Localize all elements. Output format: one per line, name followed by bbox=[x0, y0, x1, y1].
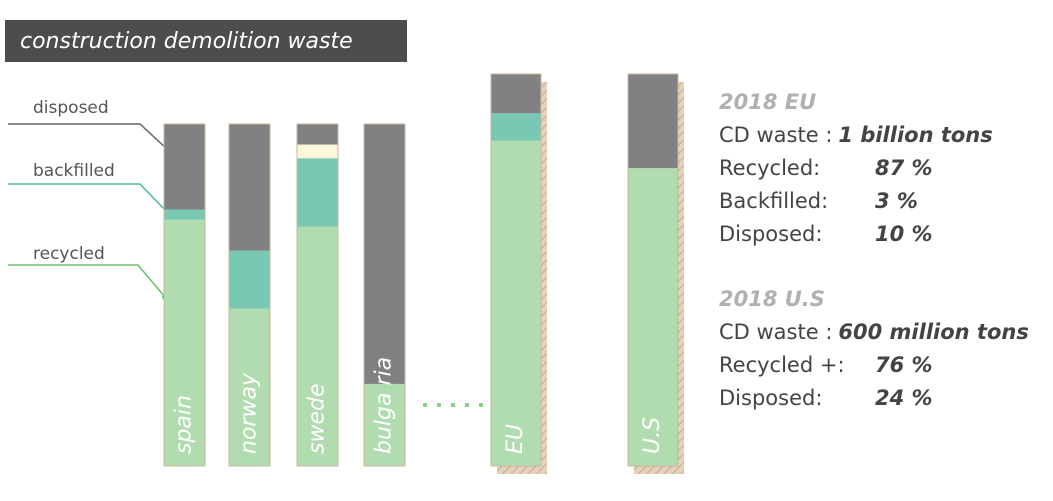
panel-value: 600 million tons bbox=[838, 320, 1028, 344]
bar-segment bbox=[297, 158, 338, 227]
legend-line bbox=[8, 183, 169, 214]
bar-outline bbox=[490, 73, 542, 467]
bar-segment bbox=[229, 308, 270, 466]
bar-label: norway bbox=[237, 372, 262, 454]
bar-segment bbox=[491, 113, 541, 141]
bar-outline bbox=[228, 123, 271, 467]
panel-label: Backfilled: bbox=[719, 189, 828, 213]
bar-segment bbox=[491, 140, 541, 466]
bar-segment bbox=[628, 168, 678, 466]
panel-title: 2018 EU bbox=[719, 90, 816, 114]
bar-segment bbox=[364, 383, 405, 466]
bar-outline bbox=[363, 123, 406, 467]
bar-segment bbox=[297, 226, 338, 466]
legend-label: recycled bbox=[33, 244, 105, 264]
title: construction demolition waste bbox=[20, 29, 353, 54]
panel-title: 2018 U.S bbox=[719, 287, 825, 311]
legend-line bbox=[8, 264, 166, 298]
panel-label: CD waste : bbox=[719, 123, 832, 147]
bar-segment bbox=[628, 74, 678, 169]
bar-segment bbox=[164, 209, 205, 220]
bar-label: bulga ria bbox=[372, 357, 397, 454]
bar-outline bbox=[296, 123, 339, 467]
panel-label: Disposed: bbox=[719, 222, 822, 246]
legend-label: backfilled bbox=[33, 161, 115, 181]
bar-outline bbox=[627, 73, 679, 467]
panel-value: 24 % bbox=[875, 386, 933, 410]
bar-segment bbox=[297, 144, 338, 159]
panel-value: 3 % bbox=[875, 189, 918, 213]
bar-segment bbox=[229, 124, 270, 251]
bar-segment bbox=[229, 250, 270, 309]
bar-segment bbox=[297, 124, 338, 145]
bar-segment bbox=[164, 219, 205, 466]
panel-label: CD waste : bbox=[719, 320, 832, 344]
legend-label: disposed bbox=[33, 98, 109, 118]
panel-value: 10 % bbox=[875, 222, 933, 246]
panel-label: Recycled: bbox=[719, 156, 820, 180]
bar-label: U.S bbox=[640, 417, 665, 454]
title-box bbox=[5, 20, 407, 62]
bar-segment bbox=[491, 74, 541, 114]
bar-outline bbox=[163, 123, 206, 467]
panel-value: 87 % bbox=[875, 156, 933, 180]
panel-label: Disposed: bbox=[719, 386, 822, 410]
bar-label: swede bbox=[305, 384, 330, 455]
panel-value: 76 % bbox=[875, 353, 933, 377]
panel-label: Recycled +: bbox=[719, 353, 845, 377]
panel-value: 1 billion tons bbox=[838, 123, 992, 147]
bar-segment bbox=[164, 124, 205, 210]
bar-segment bbox=[364, 124, 405, 384]
bar-label: EU bbox=[503, 424, 528, 454]
legend-line bbox=[8, 123, 169, 151]
bar-label: spain bbox=[172, 395, 197, 454]
